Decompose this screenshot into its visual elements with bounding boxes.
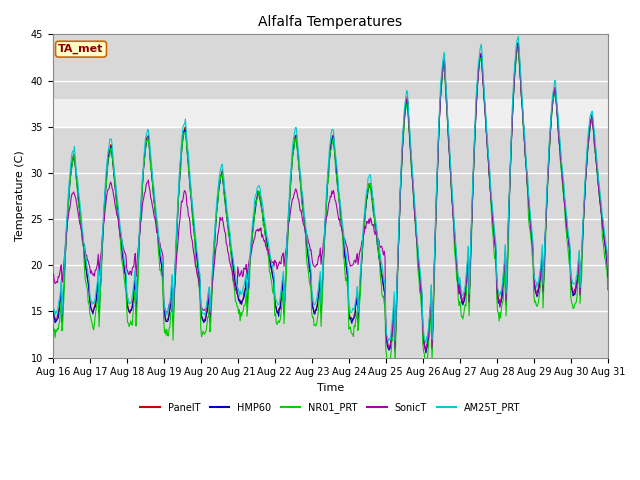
HMP60 bbox=[444, 117, 451, 122]
Line: SonicT: SonicT bbox=[52, 44, 640, 349]
AM25T_PRT bbox=[515, 34, 522, 39]
SonicT bbox=[515, 41, 522, 47]
AM25T_PRT bbox=[227, 240, 235, 245]
AM25T_PRT bbox=[444, 109, 451, 115]
NR01_PRT bbox=[227, 251, 235, 256]
NR01_PRT bbox=[118, 260, 126, 265]
SonicT bbox=[421, 347, 429, 352]
NR01_PRT bbox=[256, 196, 264, 202]
Legend: PanelT, HMP60, NR01_PRT, SonicT, AM25T_PRT: PanelT, HMP60, NR01_PRT, SonicT, AM25T_P… bbox=[136, 398, 524, 417]
AM25T_PRT bbox=[49, 298, 56, 304]
PanelT bbox=[514, 40, 522, 46]
NR01_PRT bbox=[49, 322, 56, 328]
AM25T_PRT bbox=[410, 184, 417, 190]
PanelT bbox=[256, 194, 264, 200]
PanelT bbox=[278, 282, 286, 288]
SonicT bbox=[227, 264, 235, 270]
NR01_PRT bbox=[514, 43, 522, 48]
NR01_PRT bbox=[391, 361, 399, 367]
HMP60 bbox=[422, 350, 429, 356]
Line: NR01_PRT: NR01_PRT bbox=[52, 46, 640, 364]
PanelT bbox=[444, 115, 451, 121]
AM25T_PRT bbox=[278, 276, 286, 282]
Bar bbox=[52, 99, 608, 127]
PanelT bbox=[391, 347, 399, 353]
SonicT bbox=[444, 114, 451, 120]
NR01_PRT bbox=[410, 207, 418, 213]
SonicT bbox=[278, 252, 286, 258]
AM25T_PRT bbox=[256, 186, 264, 192]
SonicT bbox=[118, 238, 126, 244]
AM25T_PRT bbox=[422, 340, 429, 346]
PanelT bbox=[227, 246, 235, 252]
Line: AM25T_PRT: AM25T_PRT bbox=[52, 36, 640, 343]
HMP60 bbox=[514, 41, 522, 47]
SonicT bbox=[410, 192, 417, 198]
HMP60 bbox=[49, 309, 56, 315]
X-axis label: Time: Time bbox=[317, 383, 344, 393]
HMP60 bbox=[410, 191, 417, 197]
AM25T_PRT bbox=[118, 240, 126, 246]
Line: PanelT: PanelT bbox=[52, 43, 640, 350]
PanelT bbox=[410, 204, 418, 209]
NR01_PRT bbox=[444, 119, 451, 124]
Line: HMP60: HMP60 bbox=[52, 44, 640, 353]
SonicT bbox=[256, 228, 264, 233]
HMP60 bbox=[256, 198, 264, 204]
HMP60 bbox=[118, 251, 126, 256]
HMP60 bbox=[227, 247, 235, 253]
Title: Alfalfa Temperatures: Alfalfa Temperatures bbox=[258, 15, 403, 29]
NR01_PRT bbox=[278, 294, 286, 300]
Text: TA_met: TA_met bbox=[58, 44, 104, 54]
HMP60 bbox=[278, 287, 286, 292]
Y-axis label: Temperature (C): Temperature (C) bbox=[15, 151, 25, 241]
PanelT bbox=[118, 248, 126, 253]
PanelT bbox=[49, 306, 56, 312]
SonicT bbox=[49, 271, 56, 276]
